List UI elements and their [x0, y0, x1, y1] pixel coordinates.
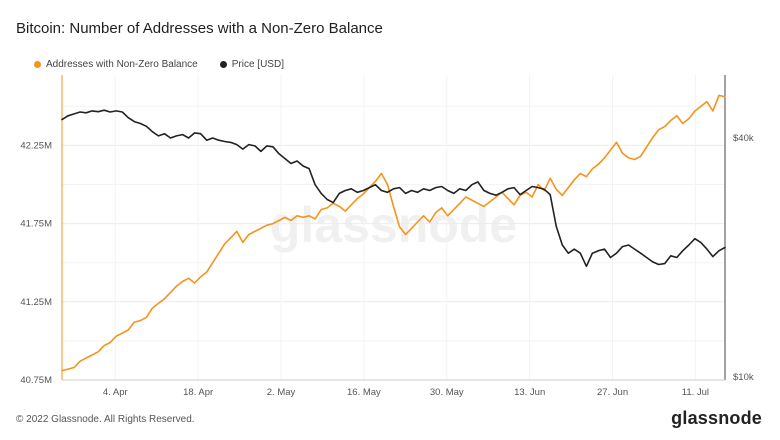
x-tick-label-4: 30. May	[430, 387, 464, 398]
footer-logo: glassnode	[671, 408, 762, 428]
series-line-addresses[interactable]	[61, 94, 726, 372]
x-tick-label-3: 16. May	[347, 387, 381, 398]
y-right-tick-label-1: $40k	[733, 133, 754, 144]
legend-label-addresses: Addresses with Non-Zero Balance	[46, 59, 198, 70]
x-tick-label-7: 11. Jul	[682, 387, 709, 398]
y-left-tick-label-2: 41.75M	[20, 219, 52, 230]
legend-item-price[interactable]: Price [USD]	[219, 59, 284, 70]
x-tick-label-1: 18. Apr	[183, 387, 213, 398]
series-line-price[interactable]	[61, 109, 726, 268]
legend-item-addresses[interactable]: Addresses with Non-Zero Balance	[34, 59, 198, 70]
x-tick-label-2: 2. May	[267, 387, 296, 398]
y-left-tick-label-1: 41.25M	[20, 297, 52, 308]
x-tick-label-5: 13. Jun	[514, 387, 545, 398]
footer-copyright: © 2022 Glassnode. All Rights Reserved.	[16, 414, 195, 425]
y-right-tick-label-0: $10k	[733, 372, 754, 383]
y-left-tick-label-3: 42.25M	[20, 140, 52, 151]
legend-swatch-price	[219, 61, 227, 68]
y-left-tick-label-0: 40.75M	[20, 375, 52, 386]
legend-label-price: Price [USD]	[231, 59, 284, 70]
x-tick-label-0: 4. Apr	[103, 387, 128, 398]
legend-swatch-addresses	[34, 61, 41, 68]
x-tick-label-6: 27. Jun	[597, 387, 628, 398]
chart-title: Bitcoin: Number of Addresses with a Non-…	[16, 20, 383, 37]
chart-legend: Addresses with Non-Zero Balance Price [U…	[34, 59, 284, 70]
